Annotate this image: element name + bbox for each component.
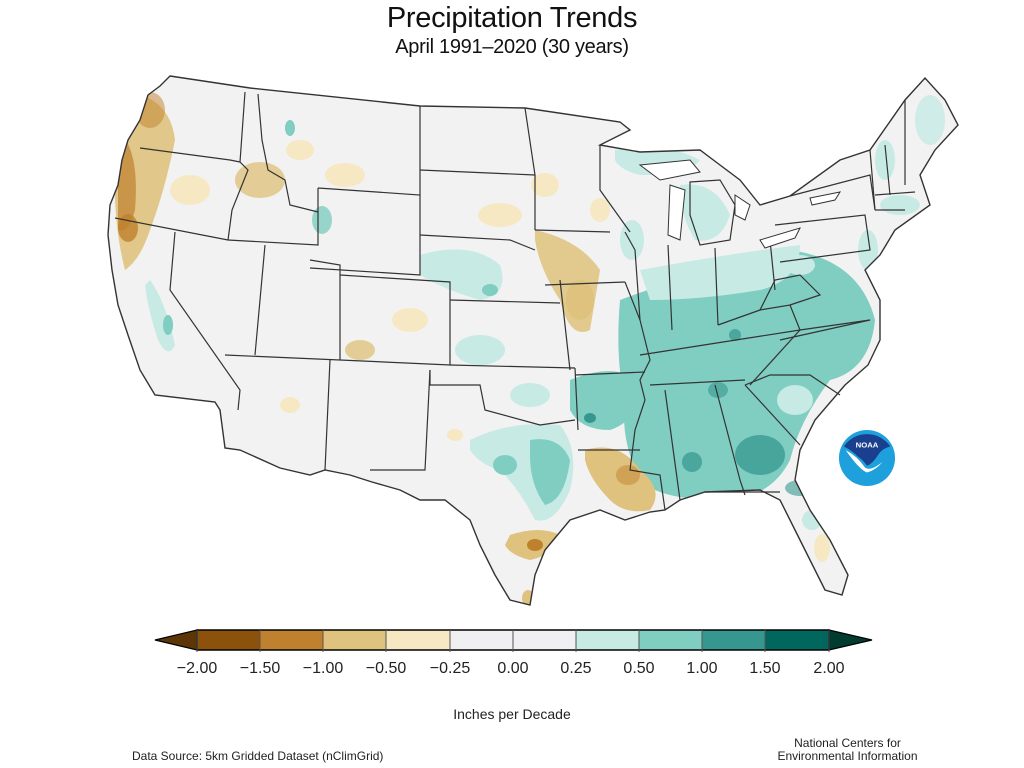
tick-label: 1.00 [686,660,718,677]
chart-title: Precipitation Trends [386,2,638,34]
tick-label: −0.50 [365,660,407,677]
noaa-logo: NOAA [838,429,896,487]
tick-label: −0.25 [429,660,471,677]
tick-label: 0.50 [623,660,655,677]
us-precipitation-map [107,75,959,606]
state-borders [107,75,959,606]
tick-label: −2.00 [176,660,218,677]
colorbar-min-arrow [154,629,198,651]
chart-subtitle: April 1991–2020 (30 years) [395,36,629,58]
tick-label: 1.50 [749,660,781,677]
colorbar [154,629,873,652]
tick-label: −1.00 [302,660,344,677]
great-lakes [638,159,842,249]
credit-label: National Centers for Environmental Infor… [770,737,925,763]
colorbar-tick-labels: −2.00 −1.50 −1.00 −0.50 −0.25 0.00 0.25 … [0,660,1024,680]
colorbar-max-arrow [828,629,873,651]
data-source-label: Data Source: 5km Gridded Dataset (nClimG… [132,749,384,763]
credit-line-2: Environmental Information [777,749,918,763]
trend-shading [114,90,945,605]
tick-label: 0.00 [497,660,529,677]
tick-label: 0.25 [560,660,592,677]
colorbar-units-label: Inches per Decade [453,706,571,722]
svg-text:NOAA: NOAA [856,440,879,449]
tick-label: −1.50 [239,660,281,677]
tick-label: 2.00 [813,660,845,677]
credit-line-1: National Centers for [794,736,901,750]
